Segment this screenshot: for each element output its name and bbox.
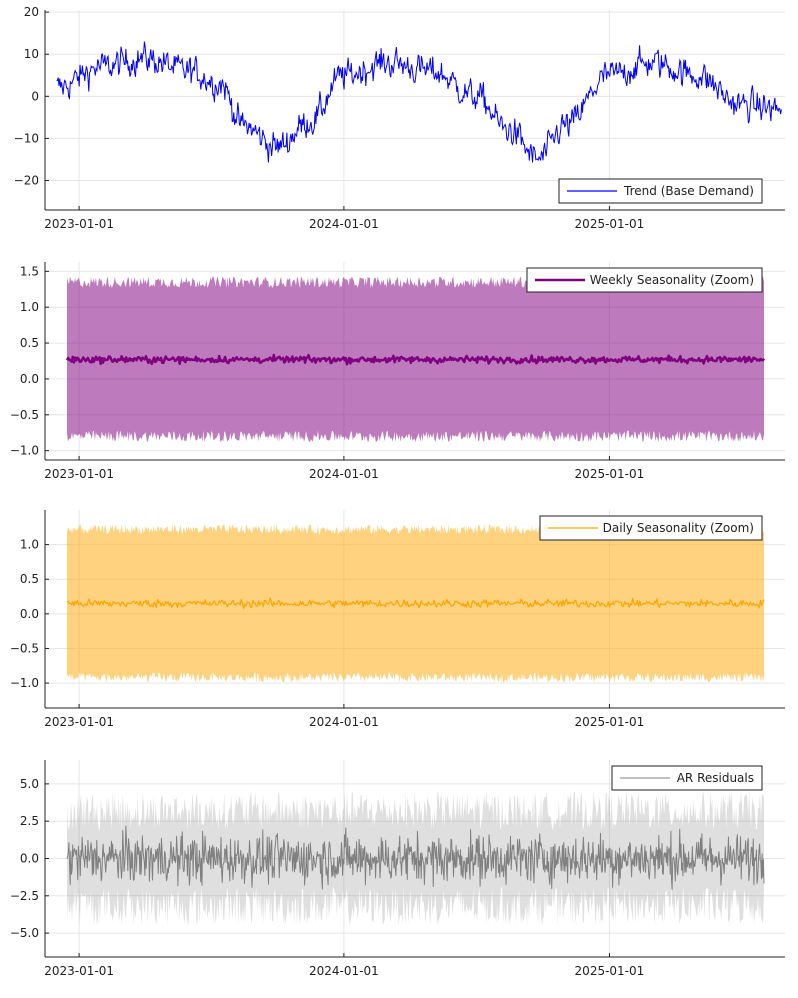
x-tick-label: 2024-01-01 [309, 467, 379, 481]
y-tick-label: 0.5 [20, 572, 39, 586]
x-tick-label: 2023-01-01 [44, 217, 114, 231]
y-tick-label: 20 [24, 5, 39, 19]
x-tick-label: 2023-01-01 [44, 715, 114, 729]
legend: Weekly Seasonality (Zoom) [526, 267, 763, 293]
x-tick-label: 2025-01-01 [575, 715, 645, 729]
y-tick-label: 0 [31, 89, 39, 103]
series-line [56, 41, 782, 163]
y-tick-label: −1.0 [10, 444, 39, 458]
y-tick-label: −2.5 [10, 889, 39, 903]
legend-label: Weekly Seasonality (Zoom) [590, 273, 754, 287]
x-tick-label: 2023-01-01 [44, 964, 114, 978]
panel-2: 2023-01-01 2024-01-01 2025-01-01 −1.0 −0.5 0.… [10, 262, 785, 481]
y-tick-label: 10 [24, 47, 39, 61]
y-tick-label: −10 [14, 131, 39, 145]
x-tick-label: 2025-01-01 [575, 467, 645, 481]
legend: Daily Seasonality (Zoom) [539, 515, 763, 541]
y-tick-label: −1.0 [10, 676, 39, 690]
series-line [66, 597, 765, 610]
x-tick-label: 2024-01-01 [309, 217, 379, 231]
y-tick-label: −0.5 [10, 408, 39, 422]
y-tick-label: 1.0 [20, 300, 39, 314]
legend-label: Trend (Base Demand) [623, 184, 754, 198]
series-line [65, 353, 765, 366]
panel-4: 2023-01-01 2024-01-01 2025-01-01 −5.0 −2.5 0.… [10, 760, 785, 978]
y-tick-label: −20 [14, 174, 39, 188]
y-tick-label: 2.5 [20, 814, 39, 828]
x-tick-label: 2024-01-01 [309, 715, 379, 729]
x-tick-label: 2023-01-01 [44, 467, 114, 481]
y-tick-label: 0.0 [20, 852, 39, 866]
y-tick-label: 0.5 [20, 336, 39, 350]
panel-1: 2023-01-01 2024-01-01 2025-01-01 −20 −10 0 10 2… [14, 5, 785, 231]
x-tick-label: 2025-01-01 [575, 964, 645, 978]
legend: AR Residuals [611, 765, 763, 791]
legend-label: Daily Seasonality (Zoom) [603, 521, 754, 535]
legend-label: AR Residuals [677, 771, 754, 785]
x-tick-label: 2025-01-01 [575, 217, 645, 231]
y-tick-label: −0.5 [10, 641, 39, 655]
y-tick-label: 1.0 [20, 538, 39, 552]
y-tick-label: 5.0 [20, 777, 39, 791]
panel-3: 2023-01-01 2024-01-01 2025-01-01 −1.0 −0.5 0.… [10, 510, 785, 729]
y-tick-label: −5.0 [10, 926, 39, 940]
y-tick-label: 1.5 [20, 264, 39, 278]
series-line [66, 825, 765, 890]
legend: Trend (Base Demand) [558, 178, 763, 204]
legend-box [558, 178, 763, 204]
x-tick-label: 2024-01-01 [309, 964, 379, 978]
y-tick-label: 0.0 [20, 607, 39, 621]
series-band [67, 524, 764, 683]
y-tick-label: 0.0 [20, 372, 39, 386]
